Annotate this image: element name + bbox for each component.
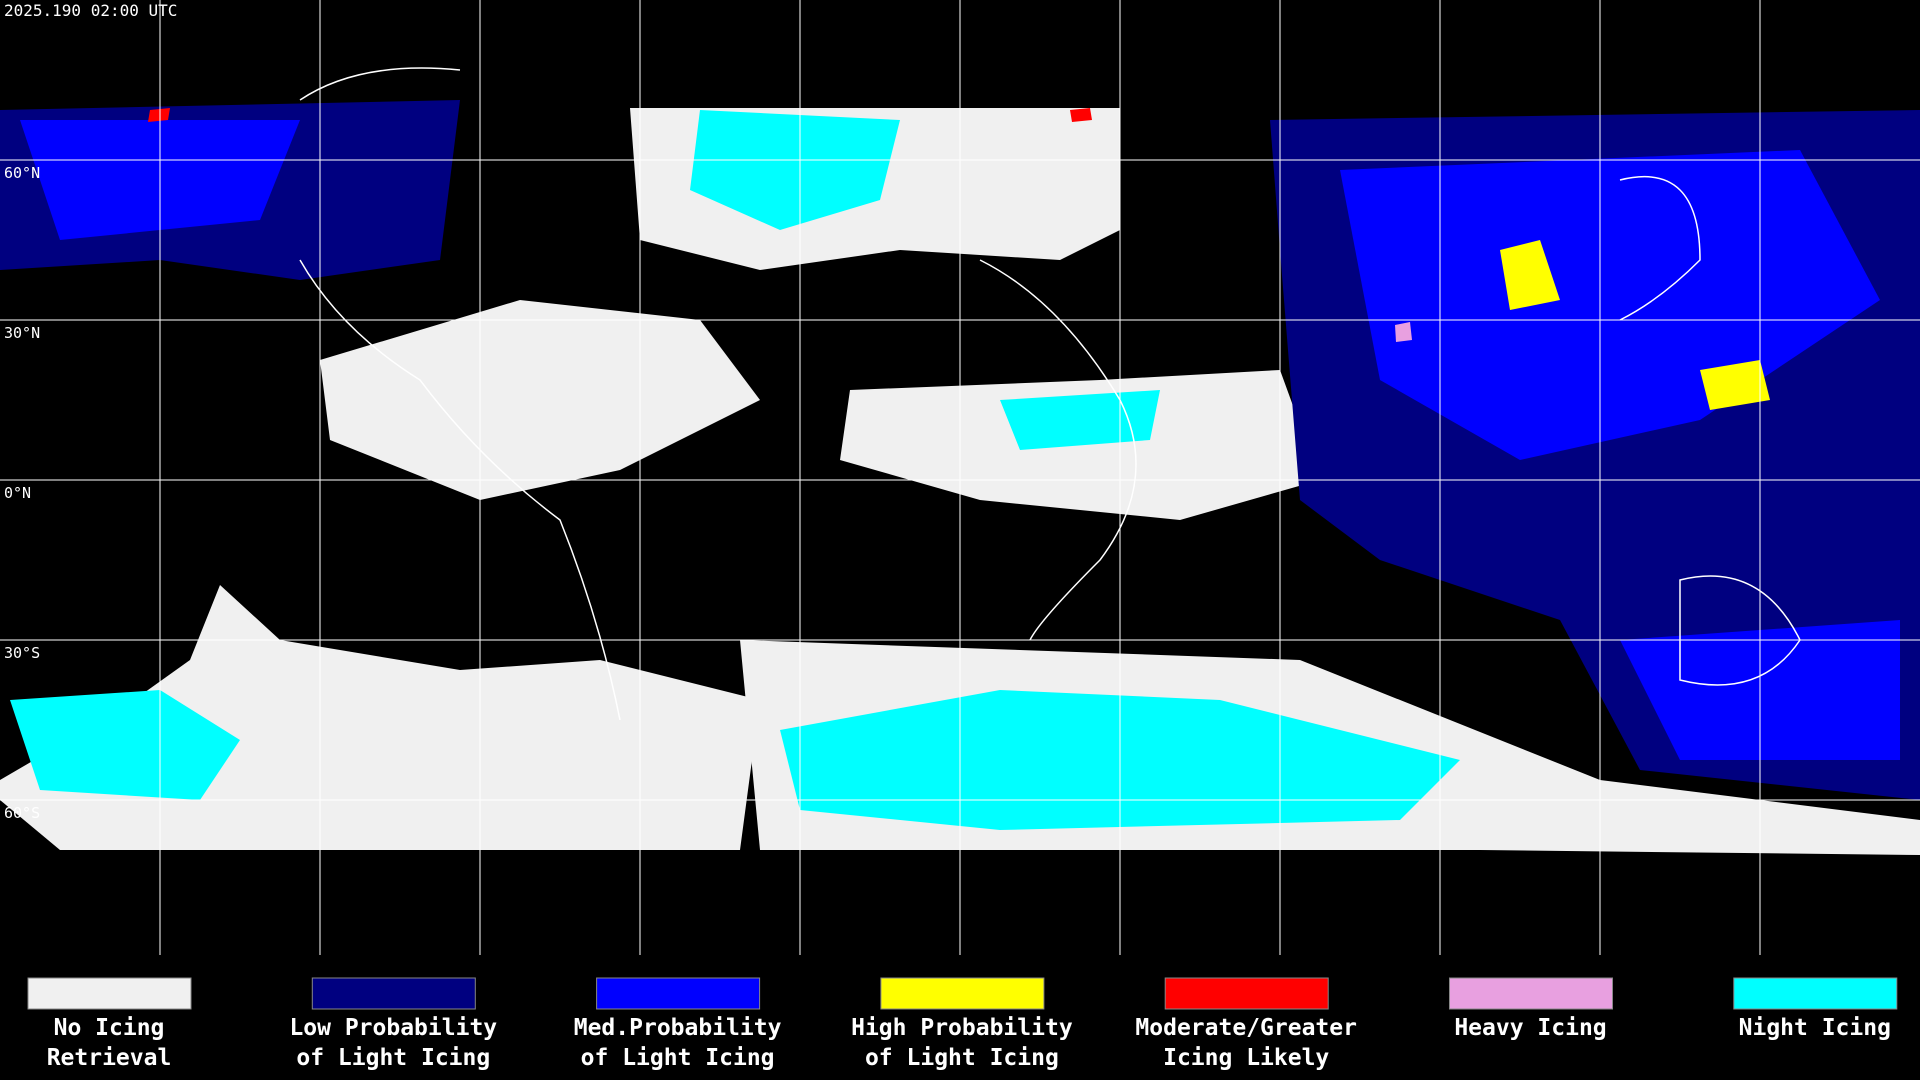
legend-swatch [1164, 977, 1329, 1010]
legend-label: of Light Icing [865, 1045, 1059, 1071]
legend-label: High Probability [851, 1015, 1073, 1041]
high-probability-region [1700, 360, 1770, 410]
legend-label: Moderate/Greater [1135, 1015, 1357, 1041]
latitude-label: 60°N [4, 164, 40, 182]
legend-swatch [880, 977, 1045, 1010]
legend-label: Heavy Icing [1454, 1015, 1606, 1041]
night-icing-region [1000, 390, 1160, 450]
timestamp: 2025.190 02:00 UTC [4, 1, 177, 20]
coastline [299, 67, 1801, 721]
legend: No Icing Retrieval Low Probability of Light… [27, 977, 1898, 1071]
legend-label: Low Probability [289, 1015, 497, 1041]
no-icing-region [320, 300, 760, 500]
night-icing-region [690, 110, 900, 230]
latitude-label: 30°S [4, 644, 40, 662]
legend-swatch [311, 977, 476, 1010]
lat-lon-grid [0, 0, 1920, 955]
legend-label: Night Icing [1739, 1015, 1891, 1041]
legend-label: Med.Probability [574, 1015, 782, 1041]
latitude-label: 0°N [4, 484, 31, 502]
legend-swatch [596, 977, 761, 1010]
latitude-label: 30°N [4, 324, 40, 342]
legend-swatch [1449, 977, 1613, 1010]
moderate-icing-region [1070, 108, 1092, 122]
legend-swatch [27, 977, 192, 1010]
legend-swatch [1733, 977, 1898, 1010]
latitude-label: 60°S [4, 804, 40, 822]
high-probability-region [1500, 240, 1560, 310]
legend-label: No Icing [54, 1015, 165, 1041]
moderate-icing-region [148, 108, 170, 122]
legend-label: of Light Icing [581, 1045, 775, 1071]
legend-label: Icing Likely [1163, 1045, 1329, 1071]
legend-label: Retrieval [47, 1045, 172, 1071]
night-icing-region [10, 690, 240, 800]
heavy-icing-region [1395, 322, 1412, 342]
latitude-labels: 60°N 30°N 0°N 30°S 60°S [4, 164, 40, 822]
legend-label: of Light Icing [296, 1045, 490, 1071]
